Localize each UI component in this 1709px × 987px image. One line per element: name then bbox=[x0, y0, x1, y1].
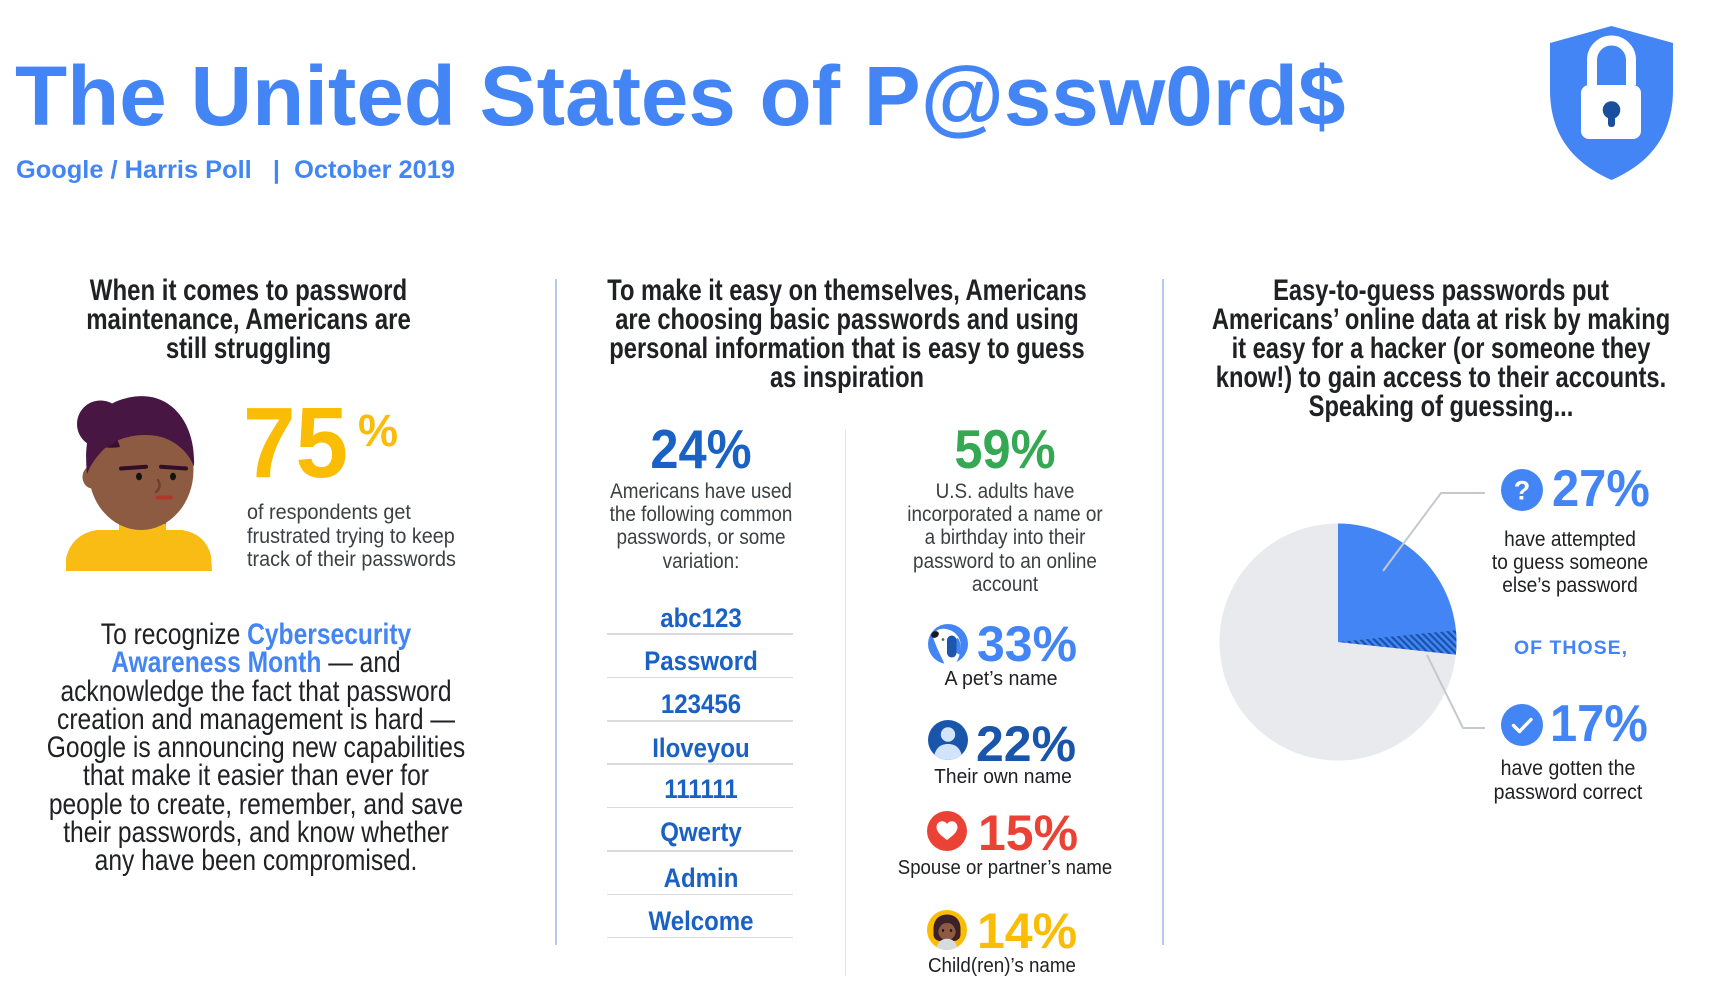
svg-text:?: ? bbox=[1514, 476, 1531, 506]
